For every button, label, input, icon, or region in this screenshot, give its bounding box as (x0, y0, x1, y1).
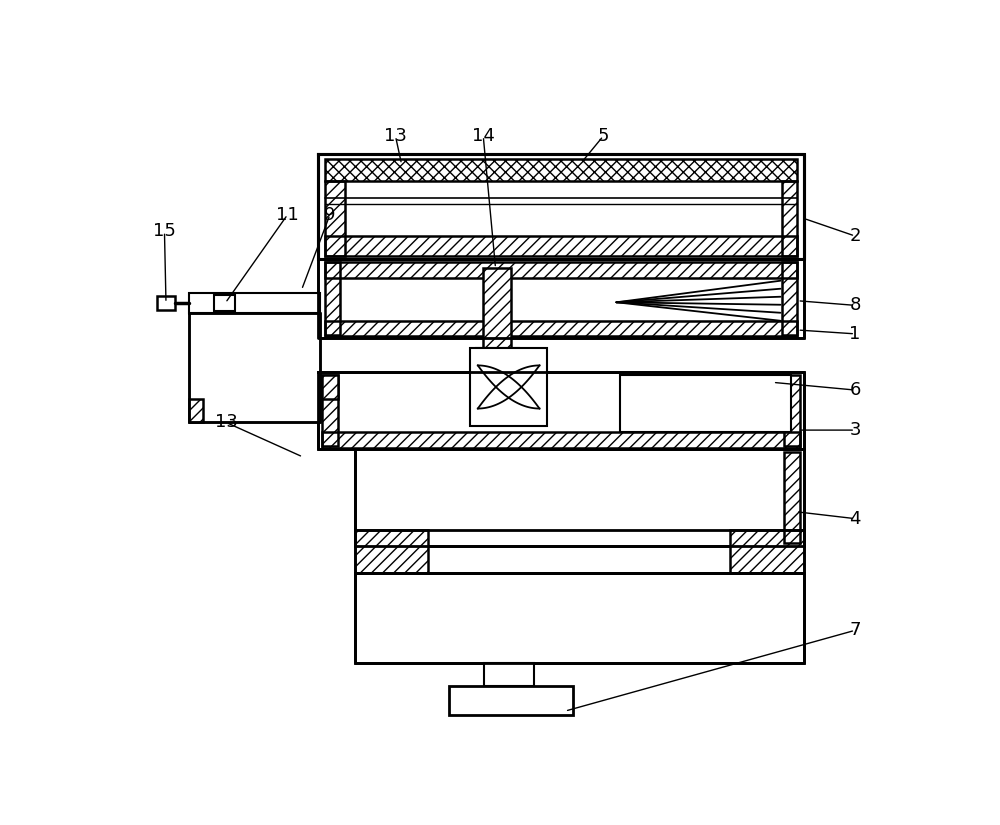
Bar (322, 432, 800, 448)
Bar (325, 236, 797, 256)
Bar (325, 321, 797, 336)
Bar (325, 159, 797, 181)
Text: 9: 9 (324, 205, 336, 224)
Bar (730, 530, 804, 573)
Bar (189, 399, 203, 422)
Bar (784, 375, 800, 446)
Bar (476, 347, 519, 365)
Bar (325, 321, 797, 336)
Bar (214, 295, 235, 311)
Bar (784, 452, 800, 543)
Bar (189, 293, 320, 313)
Bar (318, 372, 804, 450)
Bar (470, 347, 547, 427)
Bar (322, 375, 338, 398)
Bar (355, 450, 804, 545)
Text: 1: 1 (849, 325, 861, 343)
Bar (784, 375, 800, 446)
Bar (318, 154, 804, 259)
Bar (782, 262, 797, 335)
Bar (322, 375, 338, 446)
Text: 13: 13 (384, 127, 407, 145)
Bar (325, 181, 345, 256)
Bar (189, 313, 320, 422)
Bar (355, 530, 428, 573)
Text: 4: 4 (849, 510, 861, 528)
Text: 5: 5 (598, 127, 609, 145)
Bar (782, 181, 797, 256)
Text: 6: 6 (849, 381, 861, 399)
Bar (730, 530, 804, 573)
Text: 2: 2 (849, 227, 861, 245)
Bar (189, 399, 203, 422)
Bar (449, 686, 573, 715)
Text: 15: 15 (153, 223, 176, 240)
Bar (784, 452, 800, 543)
Bar (782, 181, 797, 256)
Bar (157, 296, 175, 310)
Bar (318, 259, 804, 337)
Bar (325, 262, 340, 335)
Text: 13: 13 (215, 413, 237, 431)
Bar (325, 181, 345, 256)
Text: 11: 11 (276, 205, 299, 224)
Bar (322, 432, 800, 448)
Bar (325, 181, 797, 236)
Text: 3: 3 (849, 421, 861, 439)
Bar (325, 236, 797, 256)
Bar (483, 268, 511, 353)
Bar (355, 573, 804, 662)
Bar (620, 375, 791, 432)
Text: 8: 8 (849, 296, 861, 314)
Bar (322, 375, 338, 446)
Bar (322, 375, 338, 398)
Text: 7: 7 (849, 621, 861, 639)
Bar (782, 262, 797, 335)
Bar (484, 662, 534, 686)
Bar (325, 262, 340, 335)
Text: 14: 14 (472, 127, 495, 145)
Bar (483, 268, 511, 353)
Bar (355, 530, 428, 573)
Bar (325, 159, 797, 181)
Bar (325, 262, 797, 278)
Bar (325, 262, 797, 278)
